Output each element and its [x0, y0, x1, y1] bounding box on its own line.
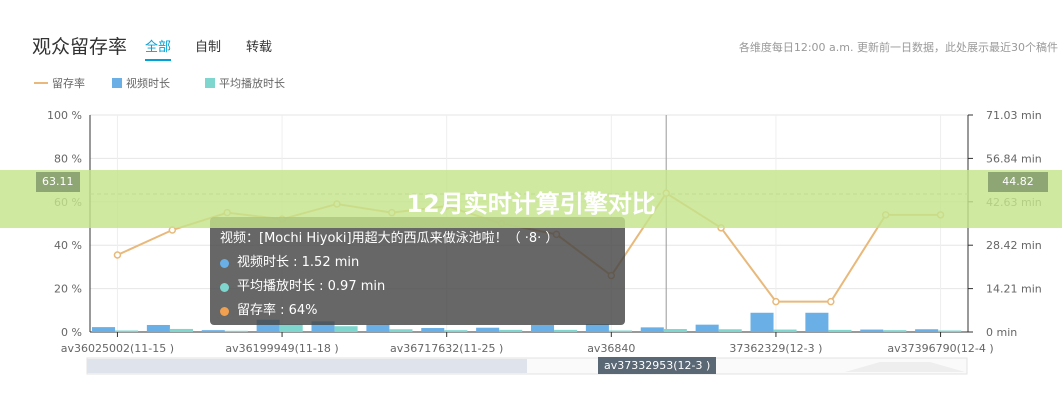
data-zoom-preview: [845, 362, 965, 372]
bar-video-duration: [476, 327, 500, 332]
x-tick-label: 37362329(12-3 ): [729, 342, 822, 355]
series-dot-icon: [220, 306, 229, 316]
bar-video-duration: [640, 327, 664, 332]
data-zoom-selection[interactable]: [87, 359, 527, 373]
right-axis-pointer: 44.82: [988, 172, 1048, 192]
bar-avg-play: [554, 329, 578, 332]
bar-avg-play: [444, 330, 468, 332]
y-right-tick: 14.21 min: [986, 283, 1042, 296]
legend-avg-play[interactable]: 平均播放时长: [205, 75, 285, 91]
y-left-tick: 0 %: [61, 326, 82, 339]
bar-video-duration: [860, 329, 884, 332]
bar-avg-play: [115, 330, 139, 332]
bar-avg-play: [279, 324, 303, 332]
bar-video-duration: [421, 328, 445, 332]
bar-video-duration: [92, 327, 116, 332]
bar-avg-play: [608, 330, 632, 332]
chart-tooltip: 视频：[Mochi Hiyoki]用超大的西瓜来做泳池啦！（ ·8· ） 视频时…: [210, 217, 625, 325]
x-tick-label: av36717632(11-25 ): [390, 342, 503, 355]
bar-video-duration: [805, 312, 829, 332]
legend-label: 视频时长: [126, 77, 170, 90]
x-tick-label: av37396790(12-4 ): [887, 342, 993, 355]
legend-line-swatch: [34, 82, 48, 84]
bar-video-duration: [146, 324, 170, 332]
bar-avg-play: [773, 329, 797, 332]
bar-avg-play: [883, 330, 907, 332]
bar-avg-play: [334, 326, 358, 332]
bar-avg-play: [499, 329, 523, 332]
bar-video-duration: [311, 321, 335, 332]
tab-original[interactable]: 自制: [195, 40, 222, 55]
bar-video-duration: [915, 329, 939, 332]
x-tick-label: av36025002(11-15 ): [61, 342, 174, 355]
retention-point: [827, 297, 835, 306]
bar-video-duration: [750, 312, 774, 332]
y-left-tick: 40 %: [54, 239, 82, 252]
legend-bar-swatch: [205, 78, 215, 88]
x-tick-label: av36199949(11-18 ): [225, 342, 338, 355]
bar-avg-play: [938, 330, 962, 332]
y-right-tick: 56.84 min: [986, 152, 1042, 165]
retention-point: [113, 251, 122, 259]
overlay-banner: [0, 170, 1062, 228]
tooltip-row: 平均播放时长 : 0.97 min: [220, 275, 615, 299]
bar-video-duration: [366, 324, 390, 332]
series-dot-icon: [220, 258, 229, 268]
x-tick-label: av36840: [587, 342, 635, 355]
banner-title: 12月实时计算引擎对比: [406, 190, 656, 218]
tooltip-row-label: 平均播放时长 : 0.97 min: [237, 279, 386, 294]
legend-retention[interactable]: 留存率: [34, 75, 85, 91]
bar-video-duration: [695, 324, 719, 332]
page-title: 观众留存率: [32, 36, 128, 58]
y-right-tick: 71.03 min: [986, 109, 1042, 122]
legend-bar-swatch: [112, 78, 122, 88]
tooltip-row: 视频时长 : 1.52 min: [220, 251, 615, 275]
legend-label: 留存率: [52, 77, 85, 90]
legend-video-duration[interactable]: 视频时长: [112, 75, 170, 91]
tooltip-row-label: 视频时长 : 1.52 min: [237, 255, 360, 270]
legend-label: 平均播放时长: [219, 77, 285, 90]
tab-all[interactable]: 全部: [145, 36, 172, 61]
y-right-tick: 28.42 min: [986, 239, 1042, 252]
series-dot-icon: [220, 282, 229, 292]
bar-avg-play: [389, 329, 413, 332]
bar-video-duration: [531, 324, 555, 332]
update-note: 各维度每日12:00 a.m. 更新前一日数据，此处展示最近30个稿件: [738, 41, 1058, 54]
y-left-tick: 20 %: [54, 283, 82, 296]
bar-avg-play: [224, 330, 248, 332]
y-right-tick: 0 min: [986, 326, 1017, 339]
tooltip-row: 留存率 : 64%: [220, 299, 615, 323]
y-left-tick: 100 %: [47, 109, 82, 122]
bar-avg-play: [828, 329, 852, 332]
bar-video-duration: [585, 324, 609, 332]
retention-point: [772, 297, 780, 306]
bar-video-duration: [201, 330, 225, 332]
tooltip-row-label: 留存率 : 64%: [237, 303, 318, 318]
bar-avg-play: [169, 328, 193, 332]
left-axis-pointer: 63.11: [36, 172, 80, 192]
highlighted-x-label: av37332953(12-3 ): [598, 357, 717, 374]
tab-repost[interactable]: 转载: [246, 40, 273, 55]
bar-avg-play: [718, 329, 742, 332]
tooltip-title: 视频：[Mochi Hiyoki]用超大的西瓜来做泳池啦！（ ·8· ）: [220, 231, 559, 246]
y-left-tick: 80 %: [54, 152, 82, 165]
bar-avg-play: [663, 329, 687, 332]
